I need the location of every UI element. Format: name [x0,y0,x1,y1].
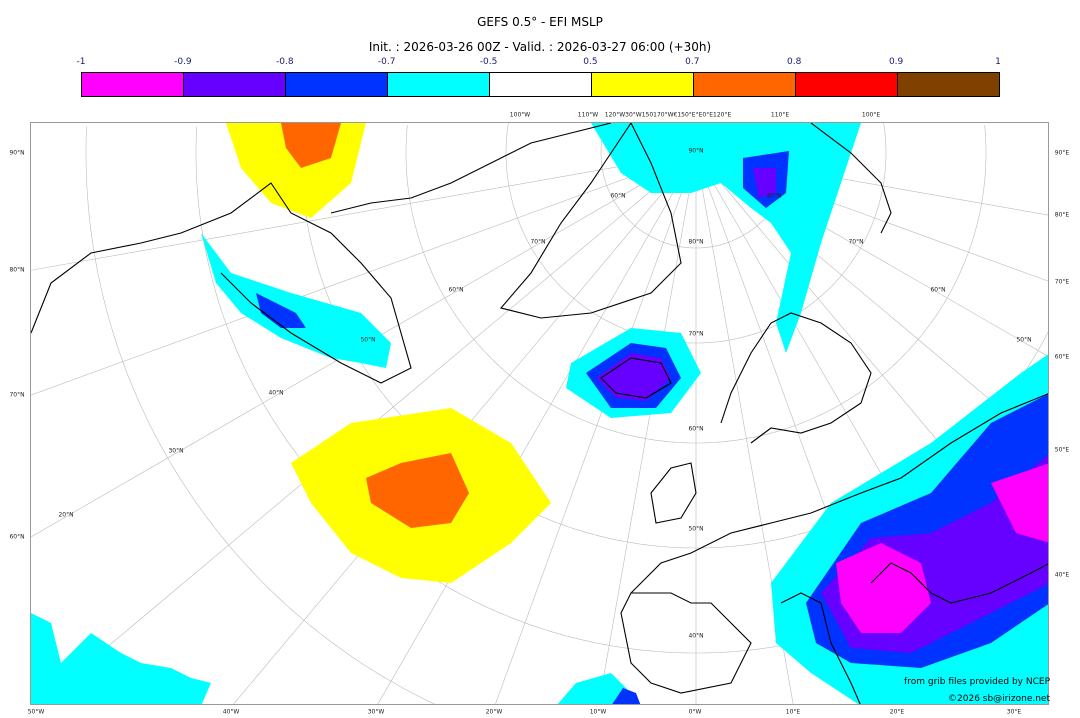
graticule-label: 70°N [688,330,704,338]
graticule [31,123,1048,704]
longitude-line [495,152,697,704]
colorbar-bin [490,73,592,96]
copyright-credit: ©2026 sb@irizone.net [948,694,1050,704]
graticule-label: 90°N [688,147,704,155]
graticule-label: 70°N [9,391,25,399]
map-area: 90°N 80°N 70°N 60°N 50°N 40°N 70°N 60°N 50°N 40°N… [30,122,1049,705]
graticule-label: 40°E [1054,571,1070,579]
graticule-label: 50°N [688,525,704,533]
anomaly-magenta-east [991,463,1048,543]
graticule-label: 100°E [861,111,881,119]
graticule-label: 30°N [168,447,184,455]
anomaly-cyan-southwest [31,613,211,704]
graticule-label: 40°W [222,708,240,716]
colorbar-tick-label: -0.8 [275,57,294,67]
graticule-label: 50°W [27,708,45,716]
efi-anomalies [31,123,1048,704]
graticule-label: 80°N [688,238,704,246]
anomaly-blue-northwest [256,293,306,328]
graticule-label: 10°E [785,708,801,716]
anomaly-cyan-northwest [201,233,391,368]
graticule-label: 60°N [610,192,626,200]
map-subtitle: Init. : 2026-03-26 00Z - Valid. : 2026-0… [368,40,712,54]
graticule-label: 60°N [688,425,704,433]
graticule-label: 60°N [9,533,25,541]
coastlines [31,123,1048,704]
graticule-label: 0°W [688,708,702,716]
anomaly-blue-south [612,688,641,704]
colorbar-bin [82,73,184,96]
graticule-label: 80°N [9,266,25,274]
colorbar-tick-label: -0.7 [377,57,396,67]
colorbar-tick-label: 0.7 [685,57,700,67]
graticule-label: 60°N [448,286,464,294]
colorbar-bin [286,73,388,96]
graticule-label: 50°N [360,336,376,344]
colorbar-tick-label: 0.9 [888,57,904,67]
graticule-label: 60°N [930,286,946,294]
graticule-label: 30°E [1006,708,1022,716]
colorbar-bin [898,73,999,96]
colorbar [81,72,1000,97]
graticule-label: 20°W [485,708,503,716]
map-title: GEFS 0.5° - EFI MSLP [477,15,603,29]
source-credit: from grib files provided by NCEP [904,677,1050,687]
graticule-label: 50°E [1054,446,1070,454]
map-svg [31,123,1048,704]
colorbar-bin [184,73,286,96]
colorbar-bin [694,73,796,96]
graticule-label: 30°W [367,708,385,716]
latitude-line [405,125,987,444]
graticule-label: 60°E [1054,353,1070,361]
graticule-label: 50°N [1016,336,1032,344]
graticule-label: 40°N [688,632,704,640]
anomaly-cyan-arctic [591,123,861,353]
colorbar-bin [796,73,898,96]
anomaly-violet-svalbard [753,168,776,198]
graticule-label: 120°W30°W150170°W€150°E°E0°E120°E [604,111,732,119]
colorbar-tick-label: -1 [76,57,86,67]
graticule-label: 90°N [9,149,25,157]
longitude-line [31,152,697,271]
anomaly-magenta-balkans [836,543,931,633]
colorbar-bin [592,73,694,96]
graticule-label: 80°E [1054,211,1070,219]
colorbar-tick-label: 0.8 [787,57,802,67]
colorbar-tick-label: 1 [995,57,1001,67]
colorbar-tick-label: -0.9 [174,57,192,67]
latitude-line [984,125,987,153]
colorbar-tick-label: 0.5 [583,57,598,67]
graticule-label: 110°E [770,111,790,119]
longitude-line [31,152,697,396]
graticule-label: 110°W [577,111,599,119]
anomaly-orange-greenland [281,123,341,168]
graticule-label: 20°N [58,511,74,519]
graticule-label: 100°W [509,111,531,119]
colorbar-bin [388,73,490,96]
graticule-label: 40°N [766,192,782,200]
graticule-label: 90°E [1054,149,1070,157]
graticule-label: 40°N [268,389,284,397]
latitude-line [883,123,887,153]
graticule-label: 70°N [530,238,546,246]
graticule-label: 20°E [889,708,905,716]
graticule-label: 70°N [848,238,864,246]
longitude-line [377,152,697,704]
graticule-label: 70°E [1054,278,1070,286]
graticule-label: 10°W [589,708,607,716]
colorbar-tick-label: -0.5 [479,57,498,67]
longitude-line [598,152,697,704]
anomaly-orange-atlantic [366,453,469,528]
anomaly-violet-iceland [596,353,671,401]
latitude-line [85,126,435,704]
